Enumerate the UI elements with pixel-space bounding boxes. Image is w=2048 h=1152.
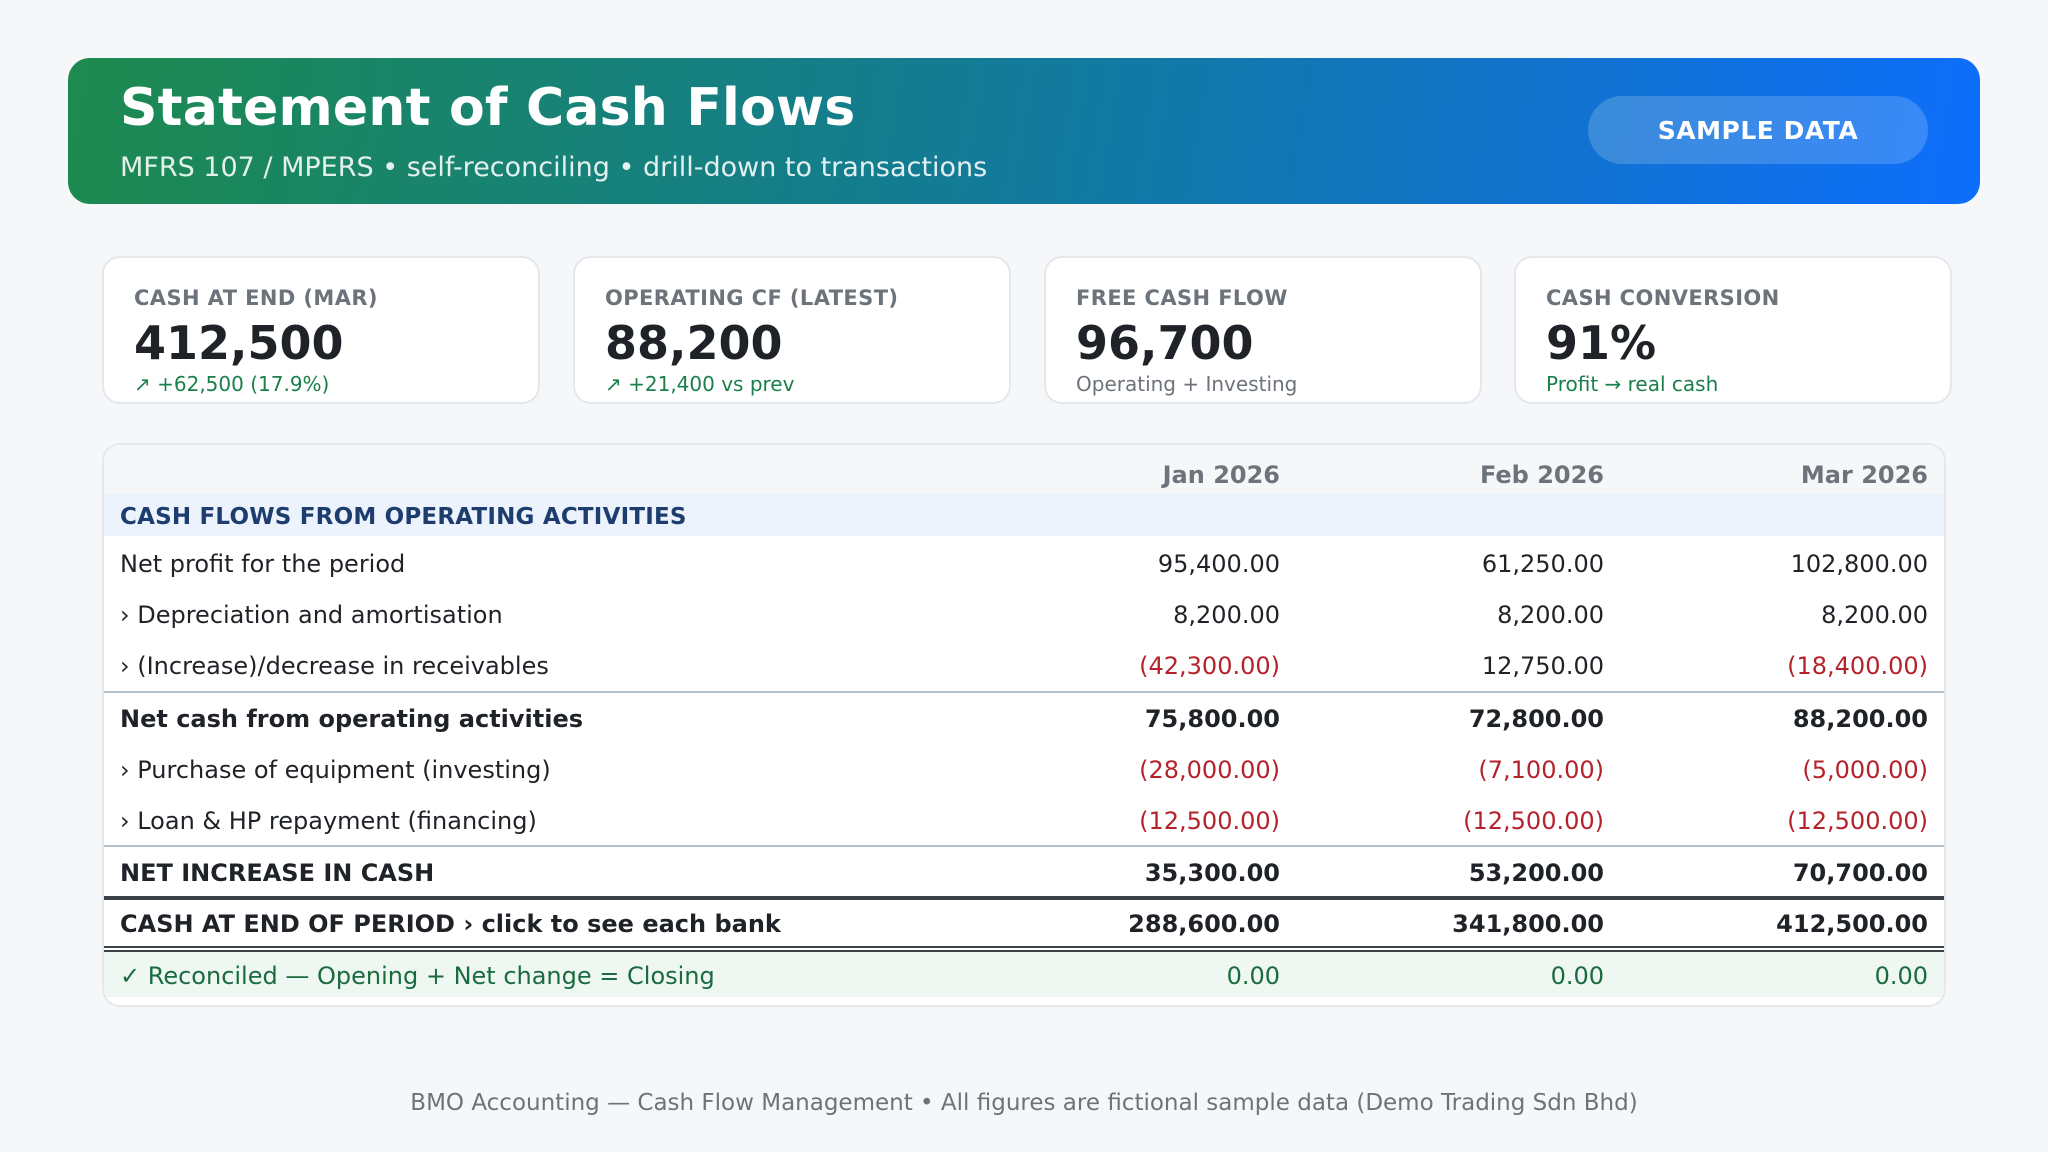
cash-at-end-row[interactable]: CASH AT END OF PERIOD › click to see eac…: [104, 900, 1944, 948]
table-row-drilldown[interactable]: › (Increase)/decrease in receivables (42…: [104, 640, 1944, 691]
cell-mar: 88,200.00: [1792, 705, 1928, 733]
cell-mar: (12,500.00): [1787, 807, 1928, 835]
cell-mar: 8,200.00: [1821, 601, 1928, 629]
table-row-subtotal[interactable]: Net cash from operating activities 75,80…: [104, 693, 1944, 744]
cell-feb: 0.00: [1550, 962, 1604, 990]
cell-feb: 341,800.00: [1452, 910, 1604, 938]
cell-feb: (7,100.00): [1478, 756, 1604, 784]
cell-jan: 35,300.00: [1144, 859, 1280, 887]
table-row-drilldown[interactable]: › Purchase of equipment (investing) (28,…: [104, 744, 1944, 795]
kpi-note: Profit → real cash: [1546, 372, 1719, 396]
kpi-card-operating-cf: OPERATING CF (LATEST) 88,200 ↗ +21,400 v…: [573, 256, 1011, 404]
section-label: CASH FLOWS FROM OPERATING ACTIVITIES: [120, 504, 687, 530]
sample-data-badge: SAMPLE DATA: [1588, 96, 1928, 164]
kpi-value: 96,700: [1076, 316, 1254, 370]
reconciled-label: ✓ Reconciled — Opening + Net change = Cl…: [120, 962, 715, 990]
page-header: Statement of Cash Flows MFRS 107 / MPERS…: [68, 58, 1980, 204]
kpi-label: OPERATING CF (LATEST): [605, 286, 899, 310]
cell-feb: 53,200.00: [1468, 859, 1604, 887]
cell-mar: 412,500.00: [1776, 910, 1928, 938]
cash-flow-table: Jan 2026 Feb 2026 Mar 2026 CASH FLOWS FR…: [102, 443, 1946, 1007]
page-subtitle: MFRS 107 / MPERS • self-reconciling • dr…: [120, 152, 988, 183]
kpi-note: ↗ +62,500 (17.9%): [134, 372, 330, 396]
kpi-cards: CASH AT END (MAR) 412,500 ↗ +62,500 (17.…: [102, 256, 1952, 404]
row-label: › Purchase of equipment (investing): [120, 756, 551, 784]
reconciled-row: ✓ Reconciled — Opening + Net change = Cl…: [104, 952, 1944, 997]
kpi-label: FREE CASH FLOW: [1076, 286, 1288, 310]
kpi-note: Operating + Investing: [1076, 372, 1298, 396]
row-label: › (Increase)/decrease in receivables: [120, 652, 549, 680]
cell-mar: 0.00: [1874, 962, 1928, 990]
kpi-value: 88,200: [605, 316, 783, 370]
cell-feb: 61,250.00: [1481, 550, 1604, 578]
cell-mar: 70,700.00: [1792, 859, 1928, 887]
page-title: Statement of Cash Flows: [120, 78, 856, 138]
kpi-value: 412,500: [134, 316, 344, 370]
kpi-card-cash-at-end: CASH AT END (MAR) 412,500 ↗ +62,500 (17.…: [102, 256, 540, 404]
row-label: Net cash from operating activities: [120, 705, 584, 733]
column-header-feb: Feb 2026: [1479, 461, 1604, 489]
kpi-note: ↗ +21,400 vs prev: [605, 372, 795, 396]
cell-jan: 8,200.00: [1173, 601, 1280, 629]
table-header-row: Jan 2026 Feb 2026 Mar 2026: [104, 445, 1944, 495]
row-label: › Loan & HP repayment (financing): [120, 807, 537, 835]
kpi-value: 91%: [1546, 316, 1657, 370]
page-footer: BMO Accounting — Cash Flow Management • …: [410, 1090, 1638, 1116]
section-header-operating: CASH FLOWS FROM OPERATING ACTIVITIES: [104, 493, 1944, 536]
row-label: CASH AT END OF PERIOD › click to see eac…: [120, 910, 781, 938]
cell-jan: (12,500.00): [1139, 807, 1280, 835]
table-row[interactable]: Net profit for the period 95,400.00 61,2…: [104, 538, 1944, 589]
cell-jan: 75,800.00: [1144, 705, 1280, 733]
cell-mar: (18,400.00): [1787, 652, 1928, 680]
total-divider: [104, 896, 1944, 900]
double-underline: [104, 946, 1944, 952]
cell-jan: 0.00: [1226, 962, 1280, 990]
cell-feb: (12,500.00): [1463, 807, 1604, 835]
cell-mar: 102,800.00: [1790, 550, 1928, 578]
kpi-label: CASH AT END (MAR): [134, 286, 378, 310]
row-label: › Depreciation and amortisation: [120, 601, 503, 629]
table-row-drilldown[interactable]: › Depreciation and amortisation 8,200.00…: [104, 589, 1944, 640]
cell-feb: 72,800.00: [1468, 705, 1604, 733]
table-row-net-increase[interactable]: NET INCREASE IN CASH 35,300.00 53,200.00…: [104, 847, 1944, 898]
cell-feb: 8,200.00: [1497, 601, 1604, 629]
cell-jan: (28,000.00): [1139, 756, 1280, 784]
kpi-card-cash-conversion: CASH CONVERSION 91% Profit → real cash: [1514, 256, 1952, 404]
cell-jan: 95,400.00: [1157, 550, 1280, 578]
kpi-card-free-cash-flow: FREE CASH FLOW 96,700 Operating + Invest…: [1044, 256, 1482, 404]
column-header-jan: Jan 2026: [1162, 461, 1280, 489]
row-label: NET INCREASE IN CASH: [120, 859, 435, 887]
row-divider: [104, 845, 1944, 847]
column-header-mar: Mar 2026: [1800, 461, 1928, 489]
table-row-drilldown[interactable]: › Loan & HP repayment (financing) (12,50…: [104, 795, 1944, 846]
kpi-label: CASH CONVERSION: [1546, 286, 1780, 310]
cell-jan: (42,300.00): [1139, 652, 1280, 680]
cell-feb: 12,750.00: [1481, 652, 1604, 680]
row-divider: [104, 691, 1944, 693]
cell-jan: 288,600.00: [1128, 910, 1280, 938]
cell-mar: (5,000.00): [1802, 756, 1928, 784]
row-label: Net profit for the period: [120, 550, 406, 578]
